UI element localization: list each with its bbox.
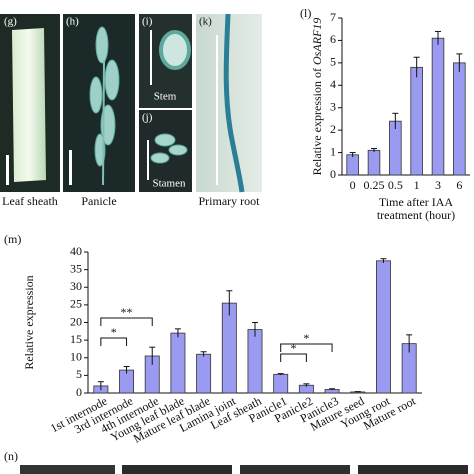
bar [389,120,402,176]
caption: Primary root [199,194,261,208]
y-axis-label: Relative expression [22,275,36,369]
scale-bar [69,150,72,185]
error-bar [413,56,420,78]
photo-strip [240,465,350,474]
error-bar [123,366,130,374]
panel-label: (k) [199,16,212,28]
scale-bar [6,155,9,185]
error-bar [349,152,356,158]
error-bar [277,373,284,376]
error-bar [226,290,233,316]
x-tick-label: 0.5 [388,178,403,192]
y-tick-label: 2 [330,122,336,136]
scale-bar [216,35,218,185]
bar [431,37,445,176]
y-tick-label: 1 [330,144,336,158]
x-tick-label: 0.25 [364,178,385,192]
error-bar [406,334,413,353]
x-tick-label: 0 [350,178,356,192]
y-tick-label: 20 [70,314,82,328]
y-tick-label: 15 [70,332,82,346]
bar [273,373,289,394]
y-axis-label-gene: OsARF19 [310,18,324,65]
caption: Stem [154,91,177,103]
y-tick-label: 25 [70,297,82,311]
y-tick-label: 35 [70,261,82,275]
leaf-sheath-shape [12,28,46,182]
bar [346,154,359,176]
significance-bracket [100,317,153,326]
y-tick-label: 40 [70,244,82,258]
panel-label: (j) [142,112,153,124]
bar [375,260,391,394]
y-tick-label: 4 [330,77,336,91]
panel-label: (i) [142,16,153,28]
scale-bar [150,30,152,85]
error-bar [392,112,399,130]
caption: Leaf sheath [2,194,58,208]
y-tick-label: 0 [330,167,336,181]
bar [170,332,186,394]
bar [453,62,466,176]
significance-bracket [280,343,333,352]
caption: Stamen [153,178,186,190]
significance-label: * [303,331,309,345]
bar [221,302,237,394]
error-bar [97,381,104,391]
bar [410,66,423,176]
y-axis-label: Relative expression of OsARF19 [310,18,324,176]
y-tick-label: 7 [330,10,336,24]
panel-label: (g) [4,16,17,28]
caption: Panicle [81,194,116,208]
significance-bracket [100,337,128,346]
error-bar [329,388,336,391]
panel-label: (l) [300,6,311,20]
bar [247,329,263,394]
x-tick-label: 6 [456,178,462,192]
error-bar [200,351,207,357]
error-bar [456,53,463,72]
x-axis-label: treatment (hour) [377,208,455,222]
bar [367,149,381,176]
x-tick-label: 3 [435,178,441,192]
y-tick-label: 6 [330,32,336,46]
photo-strip [358,465,468,474]
x-tick-label: 1 [414,178,420,192]
significance-label: * [291,341,297,355]
significance-label: * [111,325,117,339]
y-tick-label: 10 [70,350,82,364]
y-axis-label-text: Relative expression of [310,65,324,175]
error-bar [252,322,258,337]
panel-label: (m) [4,232,21,246]
error-bar [380,258,387,263]
scale-bar [147,140,149,180]
y-tick-label: 5 [330,55,336,69]
error-bar [149,346,156,365]
significance-bracket [280,353,307,362]
significance-label: ** [121,305,133,319]
y-tick-label: 0 [76,385,82,399]
root-shape [223,13,245,193]
error-bar [354,391,361,393]
panel-label: (n) [4,449,18,463]
error-bar [303,383,310,387]
error-bar [174,328,181,338]
x-axis-label: Time after IAA [379,195,454,209]
photo-strip [122,465,232,474]
photo-strip [20,465,115,474]
y-tick-label: 3 [330,99,336,113]
error-bar [371,148,377,153]
panel-label: (h) [66,16,79,28]
stem-section [159,30,191,70]
y-tick-label: 5 [76,367,82,381]
stamen-shape [150,133,188,164]
bar [196,353,212,394]
panicle-shape [89,26,120,186]
error-bar [435,30,441,45]
y-tick-label: 30 [70,279,82,293]
y-axis-label-text: Relative expression [22,275,36,369]
